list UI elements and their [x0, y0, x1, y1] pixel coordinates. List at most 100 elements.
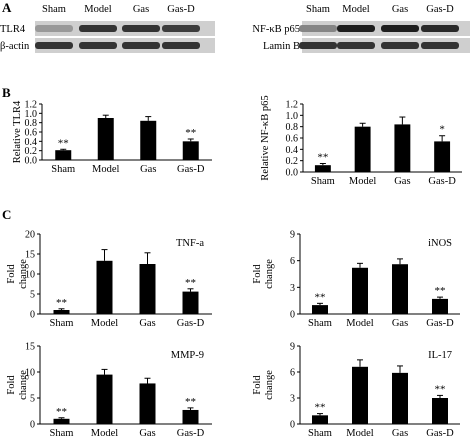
y-tick-label: 0.8 — [286, 122, 299, 133]
y-tick-label: 6 — [290, 368, 295, 379]
bar — [182, 409, 199, 424]
y-axis-label: change — [18, 370, 29, 400]
y-tick-label: 3 — [290, 283, 295, 294]
panel-label-a: A — [2, 0, 12, 15]
bar-charts: 0.00.20.40.60.81.01.2**Sham Model Gas**Gas… — [6, 95, 462, 439]
x-tick-label: Sham — [50, 318, 74, 329]
x-tick-label: Model — [346, 428, 373, 439]
blot-lane-label: Gas — [133, 4, 149, 15]
y-tick-label: 3 — [290, 394, 295, 405]
x-tick-label: Model — [91, 318, 118, 329]
x-tick-label: Sham — [51, 164, 75, 175]
x-tick-label: Model — [91, 428, 118, 439]
significance-marker: * — [439, 124, 445, 136]
blot-band — [299, 42, 337, 49]
x-tick-label: Gas — [139, 318, 155, 329]
bar — [182, 291, 199, 314]
y-tick-label: 10 — [25, 368, 35, 379]
blot-band — [122, 42, 160, 49]
significance-marker: ** — [185, 127, 196, 139]
blot-band — [421, 42, 459, 49]
y-axis-label: Fold — [252, 264, 263, 284]
blot-band — [162, 25, 200, 32]
blot-band — [381, 42, 419, 49]
x-tick-label: Sham — [50, 428, 74, 439]
chart-tnfa: 0 5 10 15 20 ** Sham Model Gas ** Gas-D Fold change T… — [6, 230, 212, 329]
blot-lane-label: Gas-D — [426, 4, 454, 15]
significance-marker: ** — [435, 285, 446, 297]
significance-marker: ** — [185, 277, 196, 289]
x-tick-label: Gas — [392, 318, 408, 329]
bar — [434, 141, 451, 172]
y-tick-label: 0 — [290, 310, 295, 321]
blot-lane-label: Gas-D — [167, 4, 195, 15]
chart-mmp9: 0 5 10 15 ** Sham Model Gas ** Gas-D Fold change MMP… — [6, 342, 212, 439]
panel-label-b: B — [2, 85, 11, 100]
y-axis-label: Fold — [252, 375, 263, 395]
bar — [140, 120, 157, 160]
blot-band — [337, 25, 375, 32]
bar — [182, 141, 199, 160]
blot-lane-label: Model — [84, 4, 111, 15]
blot-row-label: TLR4 — [0, 24, 26, 35]
chart-label: MMP-9 — [171, 350, 204, 361]
bar — [354, 126, 371, 172]
blot-band — [35, 25, 73, 32]
bar — [55, 150, 72, 160]
x-tick-label: Gas — [140, 164, 156, 175]
blot-band — [35, 42, 73, 49]
chart-nfkb: 0.00.20.40.60.81.01.2 ** Sham Model Gas * Gas-… — [260, 95, 462, 187]
y-tick-label: 10 — [25, 270, 35, 281]
significance-marker: ** — [56, 297, 67, 309]
blot-band — [421, 25, 459, 32]
blot-lane-label: Sham — [306, 4, 330, 15]
chart-label: iNOS — [428, 238, 452, 249]
bar — [392, 264, 408, 314]
chart-il17: 0 3 6 9 ** Sham Model Gas ** Gas-D Fold change IL-17 — [252, 342, 460, 439]
y-axis-label: change — [264, 370, 275, 400]
y-tick-label: 15 — [25, 342, 35, 353]
significance-marker: ** — [315, 402, 326, 414]
blot-lane-label: Sham — [42, 4, 66, 15]
bar — [96, 374, 113, 424]
blot-row-label: Lamin B — [263, 41, 300, 52]
x-tick-label: Sham — [311, 176, 335, 187]
bar — [312, 415, 328, 424]
blot-band — [299, 25, 337, 32]
y-tick-label: 1.0 — [25, 109, 38, 120]
chart-label: TNF-a — [176, 238, 204, 249]
y-tick-label: 0 — [30, 310, 35, 321]
chart-tlr4: 0.00.20.40.60.81.01.2 ** Sham Model Gas ** Gas… — [12, 100, 212, 175]
significance-marker: ** — [185, 396, 196, 408]
y-axis-label: Fold — [6, 264, 17, 284]
x-tick-label: Gas-D — [177, 318, 205, 329]
x-tick-label: Gas-D — [428, 176, 456, 187]
bar — [394, 124, 411, 172]
significance-marker: ** — [317, 152, 328, 164]
bar — [312, 305, 328, 314]
x-tick-label: Gas-D — [177, 428, 205, 439]
blot-band — [79, 25, 117, 32]
y-tick-label: 0.2 — [25, 146, 38, 157]
bar — [97, 118, 114, 160]
x-tick-label: Gas-D — [426, 428, 454, 439]
y-tick-label: 0.8 — [25, 118, 38, 129]
blot-band — [162, 42, 200, 49]
y-tick-label: 15 — [25, 250, 35, 261]
bar — [96, 260, 113, 314]
blot-lane-label: Gas — [392, 4, 408, 15]
bar — [53, 418, 70, 424]
x-tick-label: Sham — [308, 428, 332, 439]
y-tick-label: 0.4 — [286, 145, 299, 156]
y-tick-label: 1.0 — [286, 111, 299, 122]
blot-lane-label: Model — [342, 4, 369, 15]
y-axis-label: Relative NF-κB p65 — [260, 95, 271, 180]
y-tick-label: 5 — [30, 290, 35, 301]
y-tick-label: 20 — [25, 230, 35, 241]
y-tick-label: 6 — [290, 256, 295, 267]
x-tick-label: Gas-D — [426, 318, 454, 329]
significance-marker: ** — [58, 137, 69, 149]
x-tick-label: Model — [92, 164, 119, 175]
bar — [432, 398, 448, 424]
